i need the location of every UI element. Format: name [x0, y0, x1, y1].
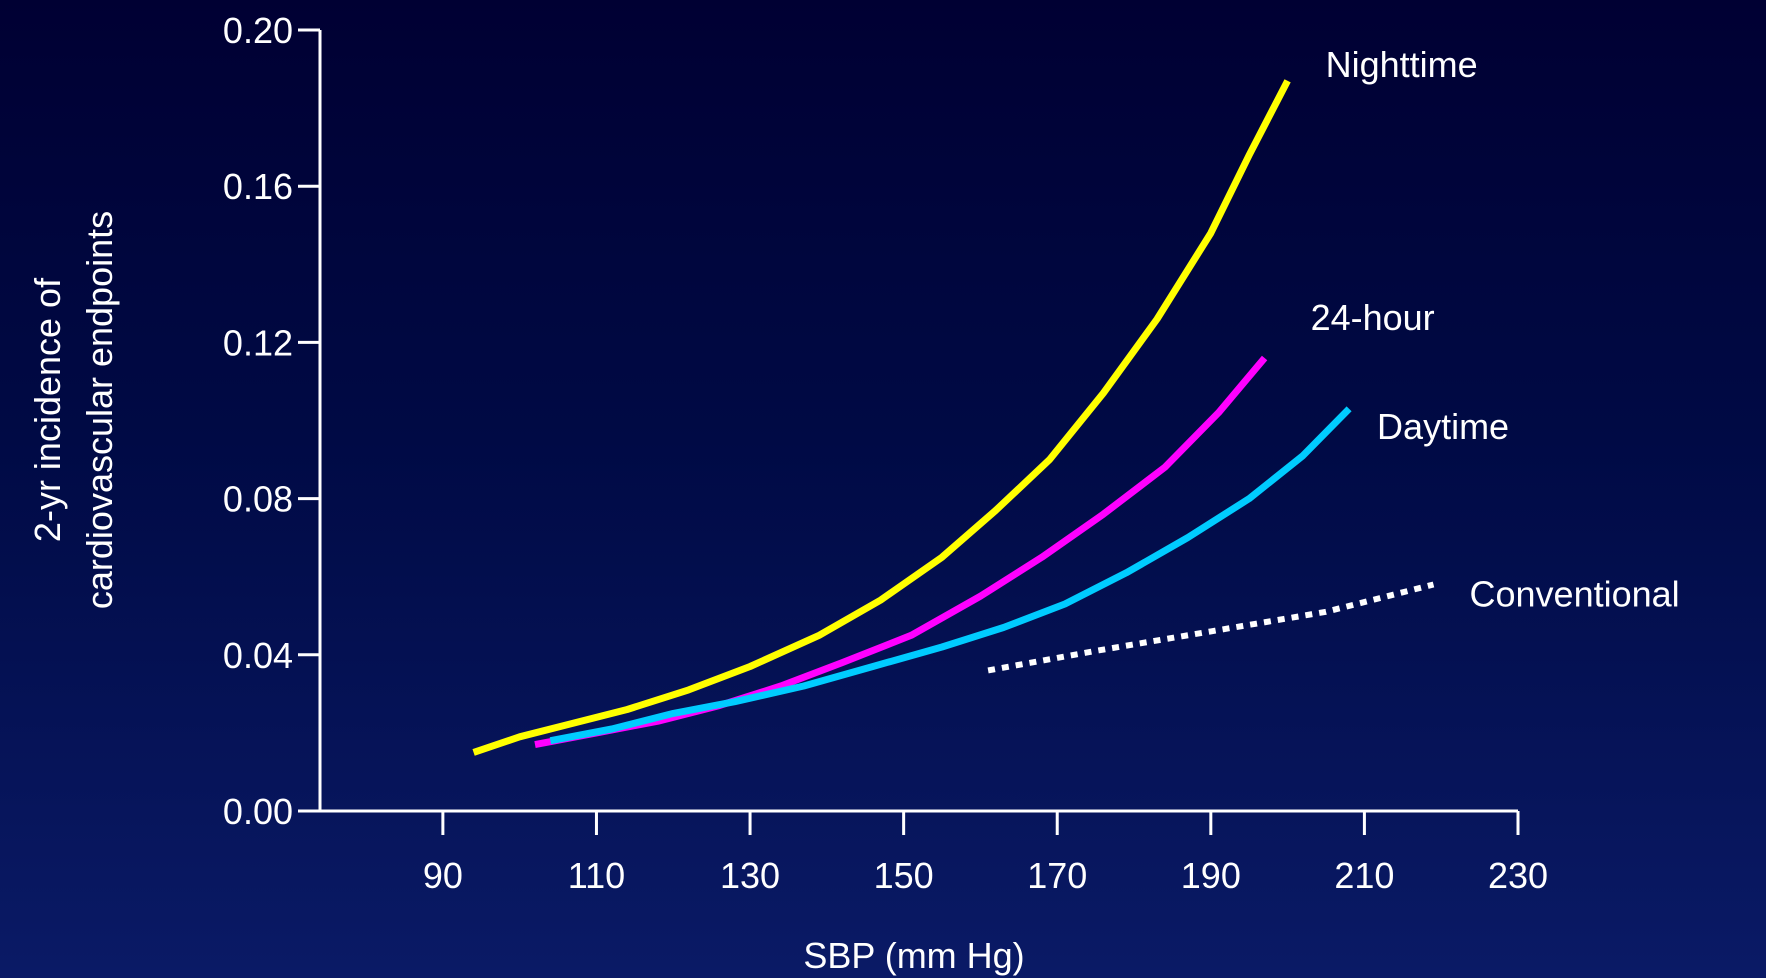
x-tick-label: 150	[874, 855, 934, 896]
series-label-24-hour: 24-hour	[1311, 297, 1435, 338]
y-tick-label: 0.16	[223, 166, 293, 207]
series-line-conventional	[987, 581, 1435, 674]
x-axis-title: SBP (mm Hg)	[803, 935, 1024, 976]
y-axis-ticks: 0.00 0.04 0.08 0.12 0.16 0.20	[223, 10, 320, 832]
series-line-24-hour	[534, 355, 1268, 749]
series-lines	[472, 79, 1435, 756]
x-tick-label: 130	[720, 855, 780, 896]
y-tick-label: 0.00	[223, 791, 293, 832]
y-tick-label: 0.20	[223, 10, 293, 51]
series-labels: Nighttime 24-hour Daytime Conventional	[1311, 44, 1680, 615]
y-axis-title-line-1: 2-yr incidence of	[27, 277, 68, 542]
y-axis-title: 2-yr incidence of cardiovascular endpoin…	[27, 211, 120, 609]
series-label-conventional: Conventional	[1470, 574, 1680, 615]
x-tick-label: 170	[1027, 855, 1087, 896]
x-tick-label: 210	[1334, 855, 1394, 896]
series-label-daytime: Daytime	[1377, 406, 1509, 447]
series-line-nighttime	[472, 79, 1291, 756]
plot-area: 90 110 130 150 170 190 210 230 0.00 0.04 0.08 0.12…	[223, 10, 1680, 896]
y-tick-label: 0.12	[223, 322, 293, 363]
series-line-daytime	[549, 406, 1352, 745]
x-tick-label: 230	[1488, 855, 1548, 896]
y-tick-label: 0.08	[223, 479, 293, 520]
x-tick-label: 90	[423, 855, 463, 896]
x-tick-label: 190	[1181, 855, 1241, 896]
x-tick-label: 110	[568, 855, 625, 896]
series-label-nighttime: Nighttime	[1326, 44, 1478, 85]
y-tick-label: 0.04	[223, 635, 293, 676]
x-axis-ticks: 90 110 130 150 170 190 210 230	[423, 811, 1548, 896]
y-axis-title-line-2: cardiovascular endpoints	[79, 211, 120, 609]
